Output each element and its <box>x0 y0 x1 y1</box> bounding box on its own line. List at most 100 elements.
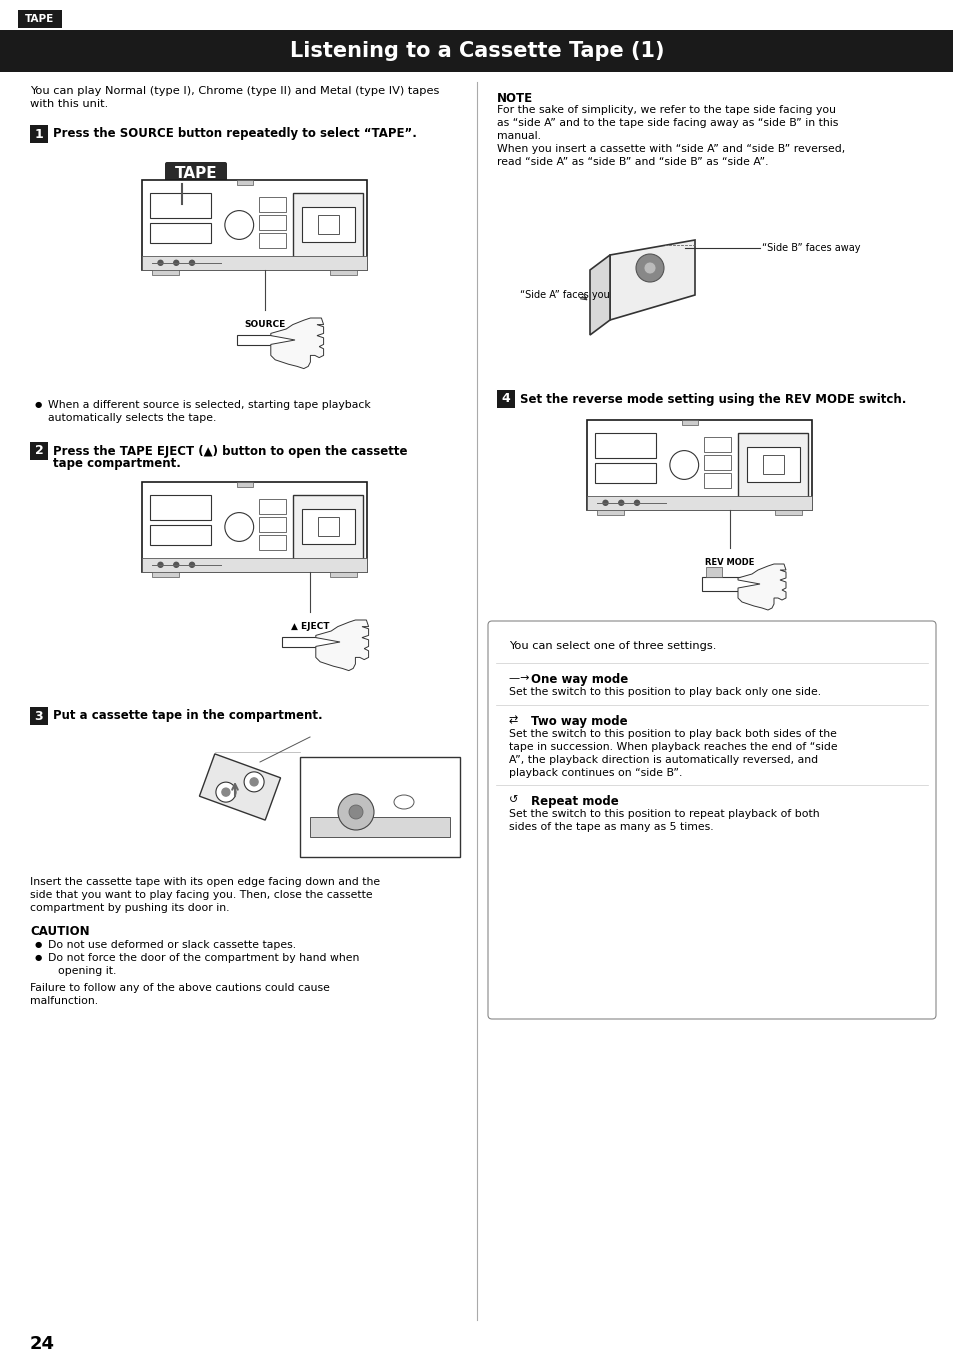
Text: Do not use deformed or slack cassette tapes.: Do not use deformed or slack cassette ta… <box>48 940 295 950</box>
Circle shape <box>225 211 253 239</box>
Text: playback continues on “side B”.: playback continues on “side B”. <box>509 768 681 778</box>
Bar <box>310 817 450 837</box>
Bar <box>293 193 363 258</box>
Bar <box>703 437 731 451</box>
Bar <box>152 270 179 275</box>
Bar <box>30 441 48 460</box>
Bar <box>681 420 697 425</box>
Bar <box>236 482 253 487</box>
Bar <box>497 390 515 408</box>
Text: 1: 1 <box>34 127 43 140</box>
Bar <box>587 420 812 510</box>
Text: ▲ EJECT: ▲ EJECT <box>291 622 329 630</box>
Bar <box>282 637 339 647</box>
Bar <box>236 335 294 346</box>
Text: You can play Normal (type I), Chrome (type II) and Metal (type IV) tapes: You can play Normal (type I), Chrome (ty… <box>30 86 439 96</box>
Bar <box>738 432 807 497</box>
Text: opening it.: opening it. <box>58 967 116 976</box>
Bar <box>595 432 656 458</box>
Bar <box>30 126 48 143</box>
Text: When you insert a cassette with “side A” and “side B” reversed,: When you insert a cassette with “side A”… <box>497 144 844 154</box>
Text: “Side B” faces away: “Side B” faces away <box>761 243 860 252</box>
Circle shape <box>618 501 623 505</box>
Bar <box>151 193 211 217</box>
Bar <box>775 510 801 514</box>
Text: ↺: ↺ <box>509 795 525 805</box>
Bar <box>30 707 48 725</box>
Circle shape <box>250 778 258 786</box>
Bar <box>18 9 62 28</box>
Text: read “side A” as “side B” and “side B” as “side A”.: read “side A” as “side B” and “side B” a… <box>497 157 768 167</box>
Bar <box>330 270 357 275</box>
Text: sides of the tape as many as 5 times.: sides of the tape as many as 5 times. <box>509 822 713 832</box>
Text: Do not force the door of the compartment by hand when: Do not force the door of the compartment… <box>48 953 359 963</box>
Polygon shape <box>738 564 785 610</box>
Circle shape <box>225 513 253 541</box>
Bar <box>595 463 656 483</box>
Polygon shape <box>589 255 609 335</box>
Bar <box>705 567 721 576</box>
Polygon shape <box>199 753 280 819</box>
Circle shape <box>669 451 698 479</box>
Text: SOURCE: SOURCE <box>244 320 285 329</box>
Text: CAUTION: CAUTION <box>30 925 90 938</box>
Text: side that you want to play facing you. Then, close the cassette: side that you want to play facing you. T… <box>30 890 373 900</box>
Text: One way mode: One way mode <box>531 674 628 686</box>
Bar <box>259 197 286 212</box>
Circle shape <box>215 782 235 802</box>
Text: 4: 4 <box>501 393 510 405</box>
Circle shape <box>190 563 194 567</box>
Text: Set the switch to this position to play back both sides of the: Set the switch to this position to play … <box>509 729 836 738</box>
Circle shape <box>337 794 374 830</box>
Text: automatically selects the tape.: automatically selects the tape. <box>48 413 216 423</box>
Text: Set the switch to this position to repeat playback of both: Set the switch to this position to repea… <box>509 809 819 819</box>
Circle shape <box>643 262 656 274</box>
Bar <box>301 509 355 544</box>
Bar <box>330 572 357 576</box>
Text: Two way mode: Two way mode <box>531 716 627 728</box>
Bar <box>142 482 367 572</box>
Text: Repeat mode: Repeat mode <box>531 795 618 809</box>
Text: with this unit.: with this unit. <box>30 99 108 109</box>
Circle shape <box>158 563 163 567</box>
FancyBboxPatch shape <box>488 621 935 1019</box>
Bar <box>259 517 286 532</box>
Circle shape <box>244 772 264 792</box>
Text: “Side A” faces you: “Side A” faces you <box>519 290 609 300</box>
Text: —→: —→ <box>509 674 536 683</box>
Bar <box>236 180 253 185</box>
Text: REV MODE: REV MODE <box>704 558 754 567</box>
Circle shape <box>190 261 194 266</box>
Text: 24: 24 <box>30 1335 55 1350</box>
Bar <box>259 535 286 549</box>
Circle shape <box>173 563 178 567</box>
Text: For the sake of simplicity, we refer to the tape side facing you: For the sake of simplicity, we refer to … <box>497 105 835 115</box>
Text: compartment by pushing its door in.: compartment by pushing its door in. <box>30 903 230 913</box>
Text: ⇄: ⇄ <box>509 716 525 725</box>
Text: Insert the cassette tape with its open edge facing down and the: Insert the cassette tape with its open e… <box>30 878 379 887</box>
Polygon shape <box>271 319 323 369</box>
Bar <box>597 510 624 514</box>
Text: Failure to follow any of the above cautions could cause: Failure to follow any of the above cauti… <box>30 983 330 994</box>
Text: ●: ● <box>35 400 42 409</box>
Text: tape compartment.: tape compartment. <box>53 458 181 471</box>
Bar <box>746 447 799 482</box>
Bar <box>299 757 459 857</box>
Text: When a different source is selected, starting tape playback: When a different source is selected, sta… <box>48 400 371 410</box>
Circle shape <box>602 501 607 505</box>
Bar <box>703 455 731 470</box>
Circle shape <box>636 254 663 282</box>
Text: TAPE: TAPE <box>26 14 54 24</box>
Bar <box>151 494 211 520</box>
Bar <box>142 558 367 572</box>
Text: Listening to a Cassette Tape (1): Listening to a Cassette Tape (1) <box>290 40 663 61</box>
Text: as “side A” and to the tape side facing away as “side B” in this: as “side A” and to the tape side facing … <box>497 117 838 128</box>
Bar <box>301 207 355 243</box>
Text: manual.: manual. <box>497 131 540 140</box>
Bar <box>259 215 286 230</box>
Text: Set the reverse mode setting using the REV MODE switch.: Set the reverse mode setting using the R… <box>519 393 905 405</box>
Bar <box>0 30 953 72</box>
Circle shape <box>634 501 639 505</box>
Text: TAPE: TAPE <box>174 166 217 181</box>
Text: Press the SOURCE button repeatedly to select “TAPE”.: Press the SOURCE button repeatedly to se… <box>53 127 416 140</box>
